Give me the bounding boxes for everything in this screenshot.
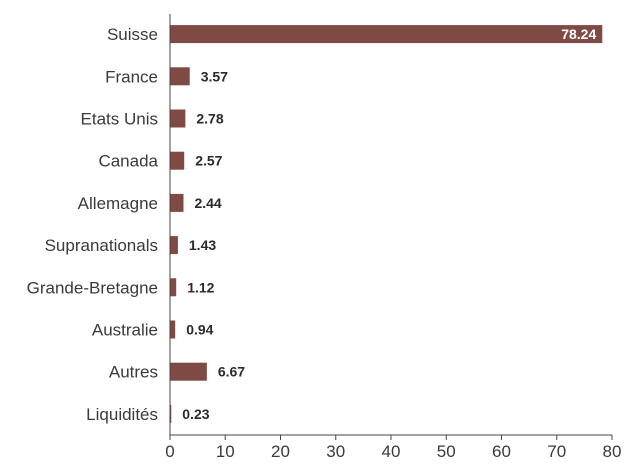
bars-group [170, 25, 603, 423]
value-label-3: 2.57 [195, 153, 222, 169]
x-tick-label-1: 10 [216, 442, 235, 461]
x-tick-label-6: 60 [492, 442, 511, 461]
value-label-4: 2.44 [194, 195, 221, 211]
bar-1 [170, 67, 190, 86]
category-labels-group: Suisse France Etats Unis Canada Allemagne Sup… [27, 25, 159, 424]
x-tick-label-4: 40 [382, 442, 401, 461]
bar-7 [170, 320, 176, 339]
x-tick-label-5: 50 [437, 442, 456, 461]
value-labels-group: 78.24 3.57 2.78 2.57 2.44 1.43 1.12 0.94 6.67 0.2… [182, 26, 596, 422]
category-label-5: Supranationals [45, 236, 158, 255]
bar-3 [170, 151, 185, 170]
x-axis: 0 10 20 30 40 50 60 70 80 [165, 434, 622, 461]
category-label-9: Liquidités [86, 405, 158, 424]
bar-6 [170, 278, 177, 297]
bar-8 [170, 362, 207, 381]
bar-0 [170, 25, 603, 44]
value-label-6: 1.12 [187, 279, 214, 295]
x-tick-label-7: 70 [547, 442, 566, 461]
value-label-8: 6.67 [218, 364, 245, 380]
category-label-2: Etats Unis [81, 110, 158, 129]
category-label-0: Suisse [107, 25, 158, 44]
bar-9 [170, 404, 172, 423]
category-label-1: France [105, 67, 158, 86]
bar-4 [170, 193, 184, 212]
x-tick-label-3: 30 [326, 442, 345, 461]
category-label-4: Allemagne [78, 194, 158, 213]
category-label-6: Grande-Bretagne [27, 278, 158, 297]
value-label-5: 1.43 [189, 237, 216, 253]
value-label-1: 3.57 [201, 68, 228, 84]
category-label-7: Australie [92, 321, 158, 340]
x-tick-label-2: 20 [271, 442, 290, 461]
value-label-0: 78.24 [561, 26, 596, 42]
x-tick-label-8: 80 [603, 442, 622, 461]
value-label-9: 0.23 [182, 406, 209, 422]
value-label-7: 0.94 [186, 322, 213, 338]
bar-5 [170, 236, 178, 255]
bar-2 [170, 109, 186, 128]
x-tick-label-0: 0 [165, 442, 174, 461]
value-label-2: 2.78 [196, 111, 223, 127]
category-label-8: Autres [109, 363, 158, 382]
category-label-3: Canada [98, 152, 158, 171]
